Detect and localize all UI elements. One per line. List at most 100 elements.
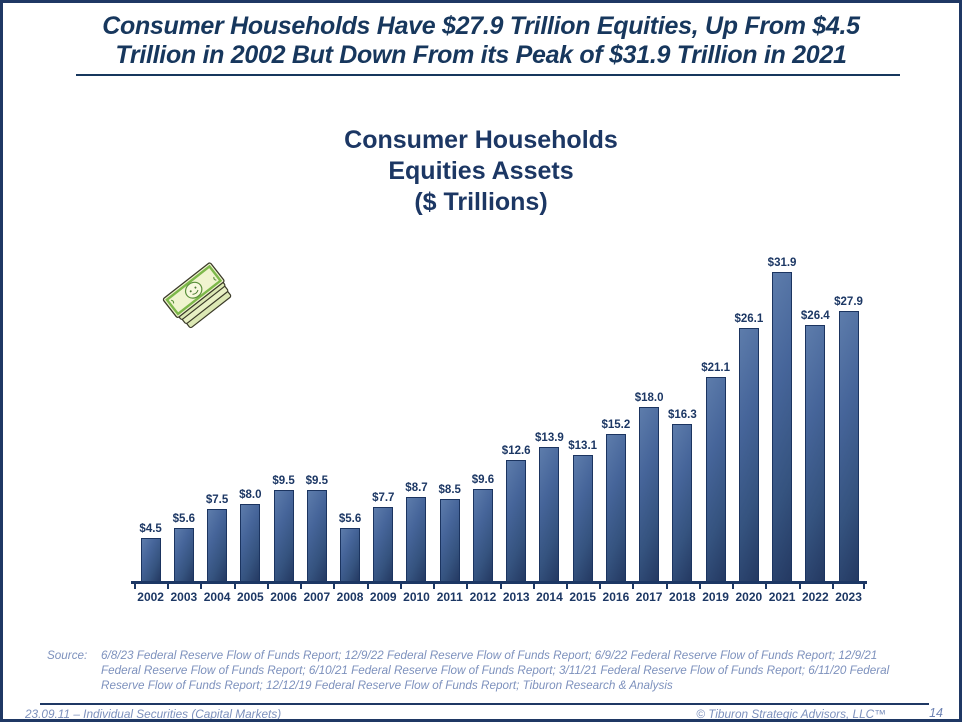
bar — [207, 509, 228, 582]
footer-deck-title: 23.09.11 – Individual Securities (Capita… — [25, 707, 282, 721]
x-axis-label: 2014 — [536, 590, 563, 604]
bar — [772, 272, 793, 582]
bar-column: $7.7 — [367, 243, 400, 582]
axis-tick — [333, 584, 335, 589]
bar — [173, 528, 194, 582]
bar — [373, 507, 394, 582]
x-axis-label: 2008 — [336, 590, 364, 604]
bar-value-label: $7.5 — [205, 494, 229, 506]
bar — [838, 311, 859, 582]
bar-value-label: $9.5 — [272, 475, 295, 487]
bar-value-label: $26.1 — [734, 313, 764, 325]
x-axis-label: 2022 — [801, 590, 829, 604]
axis-tick — [732, 584, 734, 589]
bar-column: $16.3 — [666, 243, 699, 582]
bar-value-label: $26.4 — [800, 310, 830, 322]
bar-plot: $4.5 $5.6 $7.5 $8.0 $9.5 $9.5 $5.6 $7.7 $8.7 $8.5… — [134, 243, 865, 582]
bar-value-label: $8.0 — [239, 489, 262, 501]
source-label: Source: — [47, 649, 88, 662]
axis-tick — [300, 584, 302, 589]
bar-value-label: $27.9 — [834, 296, 863, 308]
axis-tick — [765, 584, 767, 589]
bar-column: $8.7 — [400, 243, 433, 582]
chart-title-line1: Consumer Households — [344, 126, 618, 154]
bar-value-label: $4.5 — [139, 523, 162, 535]
bar — [306, 490, 327, 582]
bar — [506, 460, 527, 582]
bar — [805, 325, 826, 582]
axis-tick — [799, 584, 801, 589]
x-axis-labels: 2002 2003 2004 2005 2006 2007 2008 2009 2010 2011… — [134, 590, 865, 604]
bar-value-label: $13.1 — [568, 440, 598, 452]
bar-value-label: $8.7 — [405, 482, 428, 494]
x-axis-label: 2016 — [602, 590, 630, 604]
bar-value-label: $18.0 — [634, 392, 664, 404]
bar-column: $26.4 — [799, 243, 832, 582]
x-axis-label: 2015 — [569, 590, 597, 604]
bar-column: $9.5 — [267, 243, 300, 582]
axis-tick — [500, 584, 502, 589]
bar-column: $26.1 — [732, 243, 765, 582]
axis-tick — [267, 584, 269, 589]
bar-column: $18.0 — [633, 243, 666, 582]
bar-column: $5.6 — [167, 243, 200, 582]
bar — [572, 455, 593, 582]
x-axis-label: 2018 — [669, 590, 696, 604]
footer-divider — [40, 703, 929, 705]
x-axis-label: 2013 — [502, 590, 530, 604]
x-axis-label: 2002 — [137, 590, 164, 604]
footer-copyright: © Tiburon Strategic Advisors, LLC™ — [696, 707, 886, 721]
bar-column: $15.2 — [599, 243, 632, 582]
bar-value-label: $5.6 — [172, 513, 196, 525]
axis-tick — [699, 584, 701, 589]
bar-column: $8.5 — [433, 243, 466, 582]
bar-column: $31.9 — [765, 243, 798, 582]
page-number: 14 — [929, 706, 943, 720]
axis-tick — [200, 584, 202, 589]
x-axis-label: 2019 — [702, 590, 729, 604]
bar-value-label: $21.1 — [701, 362, 730, 374]
axis-tick — [863, 584, 865, 589]
slide-headline: Consumer Households Have $27.9 Trillion … — [3, 12, 959, 70]
bar-value-label: $9.6 — [471, 474, 495, 486]
bar — [340, 528, 361, 582]
axis-tick — [466, 584, 468, 589]
bar-column: $5.6 — [333, 243, 366, 582]
bar — [406, 497, 427, 582]
x-axis-label: 2017 — [635, 590, 663, 604]
x-axis-label: 2020 — [735, 590, 763, 604]
bar-value-label: $8.5 — [438, 484, 461, 496]
x-axis-ticks — [134, 584, 865, 589]
bar-value-label: $9.5 — [305, 475, 328, 487]
bar-value-label: $5.6 — [338, 513, 362, 525]
x-axis-label: 2005 — [236, 590, 264, 604]
axis-tick — [533, 584, 535, 589]
bar-column: $21.1 — [699, 243, 732, 582]
bar-value-label: $12.6 — [501, 445, 531, 457]
axis-tick — [433, 584, 435, 589]
bar — [672, 424, 693, 582]
x-axis-label: 2023 — [835, 590, 862, 604]
x-axis-label: 2011 — [436, 590, 463, 604]
source-text: 6/8/23 Federal Reserve Flow of Funds Rep… — [101, 649, 890, 693]
axis-tick — [832, 584, 834, 589]
slide-headline-line1: Consumer Households Have $27.9 Trillion … — [102, 12, 860, 40]
bar-column: $13.9 — [533, 243, 566, 582]
bar-value-label: $15.2 — [601, 419, 631, 431]
x-axis-label: 2006 — [270, 590, 297, 604]
bar — [472, 489, 493, 582]
x-axis-label: 2004 — [203, 590, 231, 604]
axis-tick — [234, 584, 236, 589]
x-axis-label: 2003 — [170, 590, 198, 604]
bar — [605, 434, 626, 582]
bar-value-label: $16.3 — [667, 409, 697, 421]
x-axis-label: 2010 — [403, 590, 430, 604]
bar — [639, 407, 660, 582]
bar — [273, 490, 294, 582]
bar-column: $7.5 — [200, 243, 233, 582]
axis-tick — [167, 584, 169, 589]
axis-tick — [400, 584, 402, 589]
slide-headline-line2: Trillion in 2002 But Down From its Peak … — [115, 41, 847, 69]
headline-underline — [76, 74, 900, 76]
